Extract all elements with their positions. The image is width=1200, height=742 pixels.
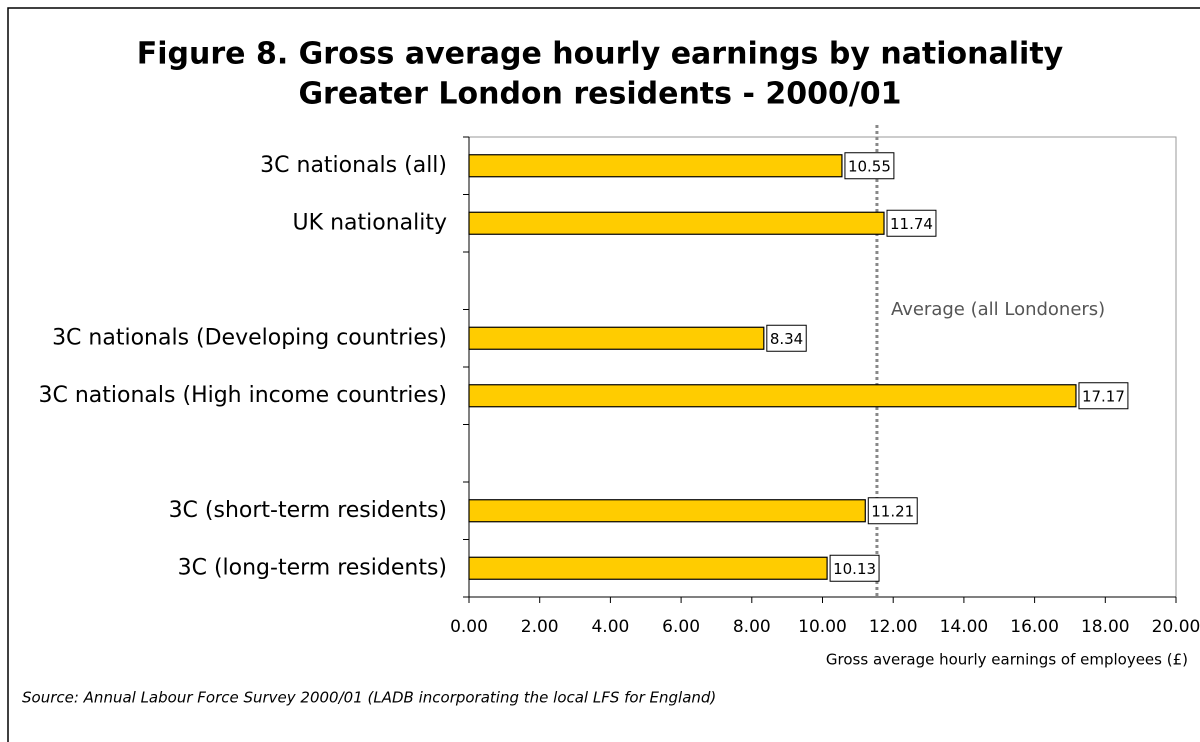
x-tick-label: 4.00 (591, 617, 629, 637)
source: Source: Annual Labour Force Survey 2000/… (22, 689, 716, 707)
data-label: 11.74 (890, 215, 933, 233)
frame (7, 7, 1200, 742)
bar (468, 556, 828, 580)
chart-subtitle: Greater London residents - 2000/01 (298, 77, 901, 112)
data-label-box (886, 209, 937, 237)
x-tick-label: 2.00 (521, 617, 559, 637)
bar (468, 499, 866, 523)
data-label-box (844, 152, 895, 180)
y-tick-label: UK nationality (293, 210, 447, 235)
plot-area (468, 136, 1177, 598)
chart-title: Figure 8. Gross average hourly earnings … (137, 37, 1064, 72)
x-tick-label: 16.00 (1010, 617, 1059, 637)
x-axis-label: Gross average hourly earnings of employe… (826, 651, 1188, 669)
bar (468, 384, 1077, 408)
data-label: 10.13 (833, 560, 876, 578)
x-tick-label: 6.00 (662, 617, 700, 637)
data-label: 17.17 (1082, 387, 1125, 405)
bar (468, 211, 885, 235)
y-tick-label: 3C nationals (all) (260, 153, 447, 178)
data-label-box (1078, 382, 1129, 410)
data-label-box (867, 497, 918, 525)
average-label: Average (all Londoners) (891, 299, 1105, 320)
data-label: 11.21 (871, 502, 914, 520)
y-tick-label: 3C nationals (High income countries) (39, 383, 447, 408)
bar (468, 154, 843, 178)
x-tick-label: 10.00 (798, 617, 847, 637)
x-tick-label: 0.00 (450, 617, 488, 637)
data-label-box (829, 554, 880, 582)
x-tick-label: 8.00 (733, 617, 771, 637)
y-tick-label: 3C (long-term residents) (178, 555, 447, 580)
data-label-box (766, 324, 807, 352)
x-tick-label: 18.00 (1081, 617, 1130, 637)
data-label: 8.34 (770, 330, 803, 348)
x-tick-label: 20.00 (1152, 617, 1200, 637)
bar (468, 326, 765, 350)
data-label: 10.55 (848, 157, 891, 175)
x-tick-label: 14.00 (940, 617, 989, 637)
y-tick-label: 3C (short-term residents) (169, 498, 447, 523)
y-tick-label: 3C nationals (Developing countries) (52, 325, 447, 350)
x-tick-label: 12.00 (869, 617, 918, 637)
